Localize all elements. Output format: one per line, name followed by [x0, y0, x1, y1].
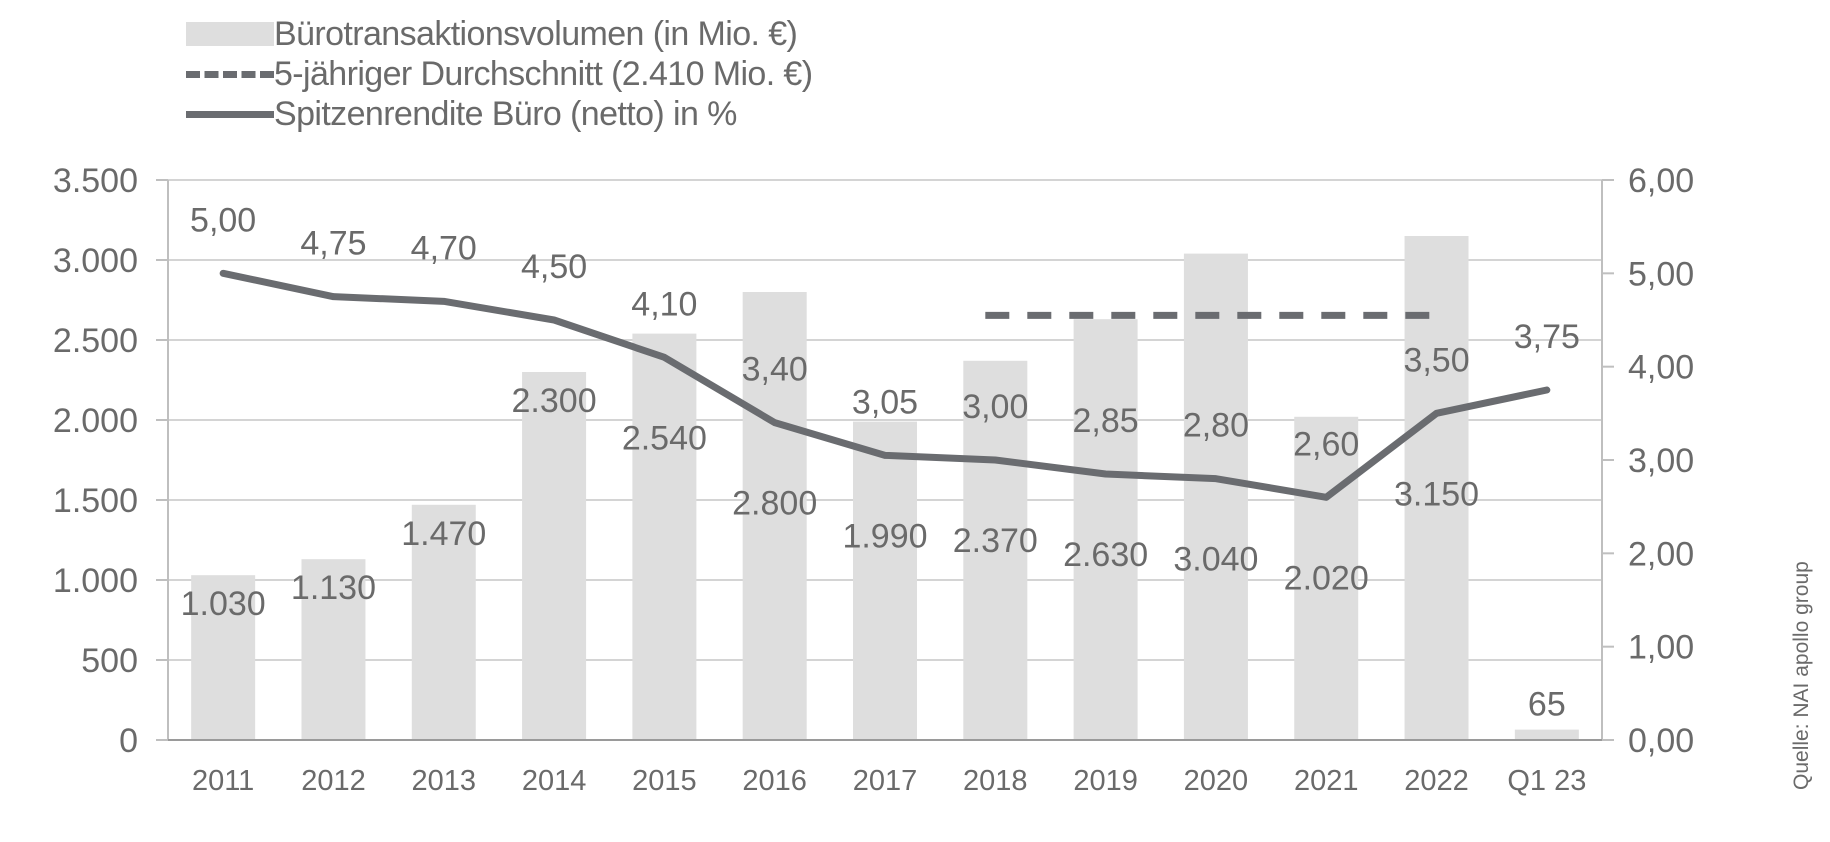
legend-swatch-bar: [186, 16, 274, 52]
yield-point: [663, 356, 666, 359]
x-axis-label: 2011: [192, 765, 254, 797]
yield-data-label: 2,85: [1073, 402, 1139, 440]
x-axis-label: 2020: [1184, 765, 1249, 797]
right-axis-label: 6,00: [1628, 162, 1694, 200]
source-note: Quelle: NAI apollo group: [1790, 561, 1813, 790]
legend: Bürotransaktionsvolumen (in Mio. €) 5-jä…: [186, 14, 813, 134]
bar: [522, 372, 587, 740]
left-axis-label: 1.000: [53, 562, 138, 600]
bar: [632, 333, 697, 740]
legend-item-average: 5-jähriger Durchschnitt (2.410 Mio. €): [186, 54, 813, 94]
right-axis-label: 3,00: [1628, 442, 1694, 480]
legend-swatch-dashed: [186, 56, 274, 92]
yield-point: [994, 459, 997, 461]
right-axis-label: 5,00: [1628, 255, 1694, 293]
legend-item-yield: Spitzenrendite Büro (netto) in %: [186, 94, 812, 134]
left-axis-label: 3.500: [53, 162, 138, 200]
yield-data-label: 2,60: [1293, 425, 1359, 463]
yield-point: [1325, 496, 1328, 499]
bar: [742, 292, 807, 740]
bar-data-label: 3.040: [1173, 541, 1258, 579]
legend-item-volume: Bürotransaktionsvolumen (in Mio. €): [186, 14, 812, 54]
x-axis-label: 2016: [742, 765, 807, 797]
right-axis-label: 1,00: [1628, 629, 1694, 667]
legend-swatch-line: [186, 96, 274, 132]
yield-point: [442, 300, 445, 303]
yield-point: [553, 319, 556, 321]
left-axis-label: 1.500: [53, 482, 138, 520]
bar-data-label: 1.990: [842, 517, 927, 555]
yield-point: [773, 421, 776, 424]
bar: [191, 575, 256, 740]
bar: [963, 360, 1028, 740]
x-axis-label: 2013: [412, 765, 477, 797]
left-axis-label: 500: [81, 642, 138, 680]
x-axis-label: 2014: [522, 765, 587, 797]
yield-data-label: 3,00: [962, 388, 1028, 426]
bar-data-label: 2.020: [1284, 559, 1369, 597]
yield-data-label: 4,50: [521, 248, 587, 286]
legend-label-yield: Spitzenrendite Büro (netto) in %: [274, 94, 737, 133]
x-axis-label: 2015: [632, 765, 697, 797]
bar: [1294, 416, 1359, 740]
yield-point: [1545, 389, 1548, 391]
yield-point: [1104, 473, 1107, 475]
x-axis-label: 2012: [301, 765, 366, 797]
x-axis-label: 2019: [1073, 765, 1138, 797]
left-axis-label: 2.500: [53, 322, 138, 360]
x-axis-label: 2022: [1404, 765, 1469, 797]
bar: [853, 421, 917, 740]
yield-data-label: 4,10: [631, 285, 697, 323]
x-axis-label: Q1 23: [1507, 765, 1586, 797]
left-axis-label: 0: [119, 722, 138, 760]
bar-data-label: 2.630: [1063, 536, 1148, 574]
bar-data-label: 2.300: [512, 382, 597, 420]
left-axis-label: 3.000: [53, 242, 138, 280]
x-axis-label: 2021: [1294, 765, 1359, 797]
yield-point: [1214, 477, 1217, 480]
bar: [1514, 729, 1579, 740]
bar-data-label: 2.370: [953, 522, 1038, 560]
yield-point: [332, 295, 335, 298]
yield-point: [884, 454, 886, 457]
bar: [1404, 236, 1469, 740]
bar-data-label: 2.540: [622, 419, 707, 457]
yield-data-label: 3,40: [742, 351, 808, 389]
bar: [411, 504, 476, 740]
bar-data-label: 1.130: [291, 569, 376, 607]
legend-label-volume: Bürotransaktionsvolumen (in Mio. €): [274, 14, 798, 53]
right-axis-label: 2,00: [1628, 535, 1694, 573]
bar-data-label: 1.470: [401, 515, 486, 553]
bar-data-label: 3.150: [1394, 475, 1479, 513]
legend-label-average: 5-jähriger Durchschnitt (2.410 Mio. €): [274, 54, 813, 93]
yield-data-label: 3,05: [852, 383, 918, 421]
yield-data-label: 5,00: [190, 201, 256, 239]
x-axis-label: 2018: [963, 765, 1028, 797]
bar: [301, 559, 366, 740]
yield-data-label: 2,80: [1183, 407, 1249, 445]
yield-data-label: 4,70: [411, 229, 477, 267]
bar-data-label: 1.030: [181, 585, 266, 623]
right-axis-label: 4,00: [1628, 349, 1694, 387]
yield-data-label: 4,75: [300, 225, 366, 263]
bar: [1183, 253, 1248, 740]
x-axis-label: 2017: [853, 765, 918, 797]
left-axis-label: 2.000: [53, 402, 138, 440]
bar: [1073, 319, 1138, 740]
bar-data-label: 2.800: [732, 485, 817, 523]
yield-point: [222, 272, 225, 275]
bar-data-label: 65: [1528, 686, 1566, 724]
yield-data-label: 3,75: [1514, 318, 1580, 356]
yield-point: [1435, 412, 1438, 415]
right-axis-label: 0,00: [1628, 722, 1694, 760]
yield-data-label: 3,50: [1403, 341, 1469, 379]
